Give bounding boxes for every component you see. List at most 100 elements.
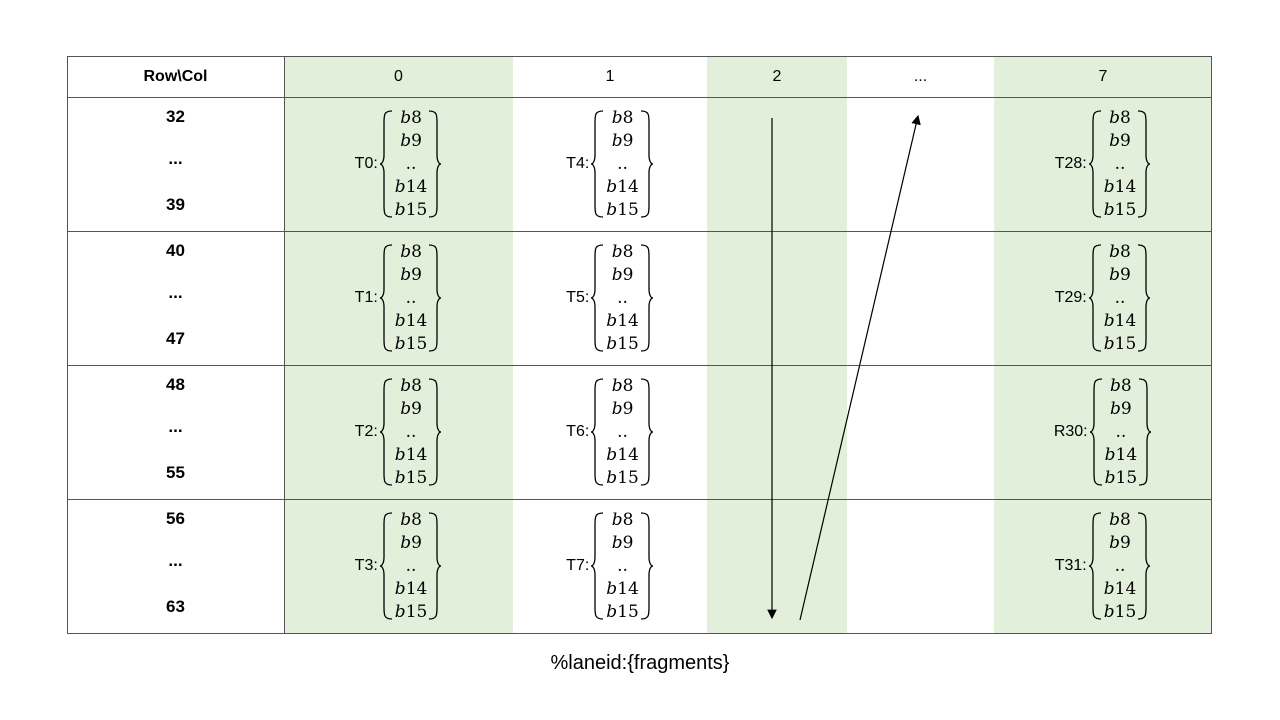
caption: %laneid:{fragments} [550,652,730,674]
fragment-entry: b8 [611,241,634,262]
fragment-entry: .. [617,421,628,442]
lane-id: T1: [354,289,378,306]
lane-cell: T2: b8 b9.. b14 b15 [284,365,513,499]
row-label-dots: ... [168,149,183,168]
fragment-entry: b9 [400,130,422,151]
row-label-start: 48 [166,375,185,394]
right-brace-icon [429,244,442,352]
fragment-entry: b8 [611,107,634,128]
lane-id: T31: [1054,557,1087,574]
fragment-entry: b15 [394,199,428,220]
row-label-end: 63 [166,597,185,616]
fragment-set: b8 b9.. b14 b15 [1088,241,1152,356]
header-col-1: 1 [605,67,615,85]
fragment-entry: b14 [1103,578,1137,599]
right-brace-icon [640,512,653,620]
lane-cell: T29: b8 b9.. b14 b15 [994,231,1212,365]
fragment-entry: .. [1114,287,1126,308]
fragment-entry: b9 [1110,398,1132,419]
lane-cell: T6: b8 b9.. b14 b15 [513,365,707,499]
lane-cell: T1: b8 b9.. b14 b15 [284,231,513,365]
fragment-entry: b14 [394,176,428,197]
fragment-set: b8 b9.. b14 b15 [591,375,654,490]
fragment-entry: b15 [394,467,428,488]
column-2-background [707,56,847,634]
border-top [67,56,1212,57]
row-label-end: 39 [166,195,185,214]
lane-id: T6: [566,423,590,440]
left-brace-icon [1089,378,1102,486]
lane-id: T3: [354,557,378,574]
lane-cell: T28: b8 b9.. b14 b15 [994,97,1212,231]
right-brace-icon [640,110,653,218]
fragment-entry: .. [1115,421,1127,442]
row-label-start: 56 [166,509,185,528]
fragment-entry: b9 [400,398,422,419]
lane-cell: T3: b8 b9.. b14 b15 [284,499,513,633]
fragment-set: b8 b9.. b14 b15 [1088,509,1152,624]
right-brace-icon [640,378,653,486]
right-brace-icon [1138,110,1151,218]
fragment-entry: b8 [1109,241,1131,262]
column-0-background [284,56,513,634]
left-brace-icon [379,378,392,486]
fragment-entry: b15 [606,601,639,622]
fragment-entry: .. [1114,555,1126,576]
left-brace-icon [591,378,604,486]
fragment-entry: b9 [400,264,422,285]
fragment-set: b8 b9.. b14 b15 [379,375,443,490]
fragment-entry: b8 [400,375,422,396]
fragment-entry: b14 [606,310,639,331]
fragment-entry: b14 [1103,310,1137,331]
fragment-set: b8 b9.. b14 b15 [379,509,443,624]
fragment-entry: b15 [606,467,639,488]
lane-cell: T0: b8 b9.. b14 b15 [284,97,513,231]
fragment-entry: b8 [1109,107,1131,128]
fragment-entry: .. [405,287,417,308]
fragment-entry: b8 [611,509,634,530]
right-brace-icon [429,110,442,218]
left-brace-icon [1088,244,1101,352]
fragment-entry: b8 [400,107,422,128]
lane-cell: R30: b8 b9.. b14 b15 [994,365,1212,499]
lane-id: T29: [1054,289,1087,306]
row-label-dots: ... [168,551,183,570]
fragment-entry: b9 [1109,264,1131,285]
fragment-entry: .. [617,153,628,174]
row-label-end: 55 [166,463,185,482]
left-brace-icon [591,244,604,352]
fragment-set: b8 b9.. b14 b15 [591,509,654,624]
fragment-set: b8 b9.. b14 b15 [1089,375,1153,490]
lane-cell: T4: b8 b9.. b14 b15 [513,97,707,231]
right-brace-icon [640,244,653,352]
fragment-entry: b14 [606,176,639,197]
fragment-entry: b9 [611,398,634,419]
fragment-entry: b9 [611,130,634,151]
fragment-set: b8 b9.. b14 b15 [1088,107,1152,222]
left-brace-icon [591,110,604,218]
fragment-layout-table: Row\Col 0 1 2 ... 7 32... 39 40... 47 48... 5… [67,56,1212,634]
header-col-2: 2 [772,67,782,85]
border-right [1211,56,1212,634]
row-label-dots: ... [168,283,183,302]
fragment-set: b8 b9.. b14 b15 [591,241,654,356]
fragment-entry: b15 [606,199,639,220]
header-col-0: 0 [394,67,403,85]
fragment-entry: b9 [611,532,634,553]
lane-id: T28: [1054,155,1087,172]
fragment-set: b8 b9.. b14 b15 [379,241,443,356]
row-label-start: 40 [166,241,185,260]
right-brace-icon [429,378,442,486]
lane-cell: T31: b8 b9.. b14 b15 [994,499,1212,633]
fragment-entry: b15 [606,333,639,354]
lane-id: R30: [1053,423,1088,440]
border-row [67,365,1212,366]
right-brace-icon [429,512,442,620]
right-brace-icon [1139,378,1152,486]
fragment-entry: b9 [400,532,422,553]
border-row [67,499,1212,500]
lane-id: T4: [566,155,590,172]
fragment-entry: b15 [394,333,428,354]
fragment-entry: b14 [1104,444,1138,465]
fragment-entry: b8 [1109,509,1131,530]
